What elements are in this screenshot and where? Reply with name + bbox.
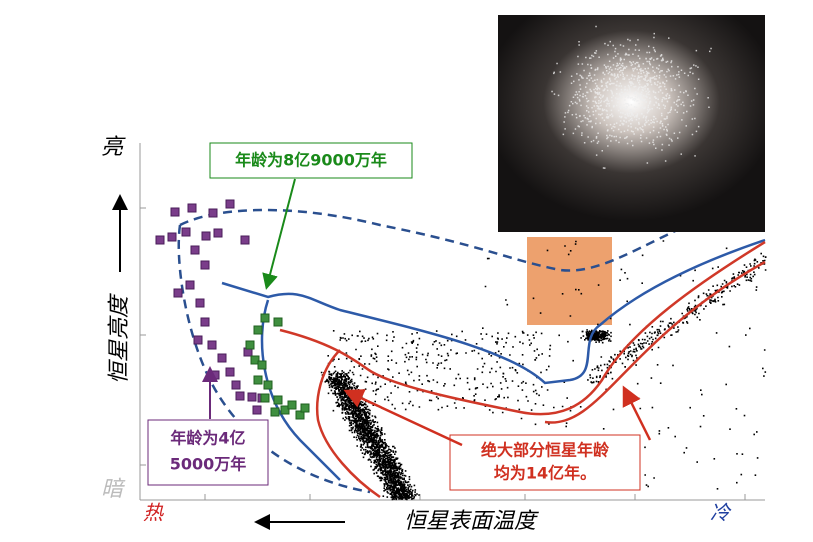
green-square [270, 407, 280, 417]
isochrone-blue [221, 238, 766, 385]
purple-square [225, 367, 235, 377]
purple-square [247, 392, 257, 402]
purple-annotation: 5000万年 [170, 455, 247, 474]
photo-star-dots [551, 25, 712, 169]
green-box [209, 142, 413, 179]
isochrone-dashed [179, 186, 766, 272]
isochrone-red [544, 260, 766, 424]
green-square [250, 355, 260, 365]
isochrone-dashed [177, 224, 371, 494]
red-box [449, 434, 641, 491]
purple-annotation: 年龄为4亿 [170, 429, 245, 448]
dim-label: 暗 [101, 477, 126, 502]
purple-square [181, 227, 191, 237]
green-square [253, 375, 263, 385]
bright-label: 亮 [101, 135, 126, 160]
axes [139, 143, 765, 501]
purple-square [240, 235, 250, 245]
purple-square [187, 203, 197, 213]
green-square [280, 405, 290, 415]
green-square [263, 380, 273, 390]
highlight-box [527, 237, 612, 325]
purple-square [173, 288, 183, 298]
purple-square [201, 231, 211, 241]
green-square [253, 325, 263, 335]
isochrone-red [279, 240, 766, 416]
purple-square [235, 391, 245, 401]
green-square [295, 410, 305, 420]
squares [155, 199, 310, 420]
purple-square [200, 317, 210, 327]
isochrones [177, 186, 766, 499]
cold-label: 冷 [710, 501, 732, 525]
red-arrow [343, 389, 463, 447]
purple-square [210, 370, 220, 380]
cluster-photo [498, 15, 765, 232]
red-annotation: 均为14亿年。 [494, 464, 596, 483]
purple-box [147, 419, 269, 486]
purple-square [193, 335, 203, 345]
purple-square [208, 208, 218, 218]
green-arrow [262, 178, 296, 290]
green-square [273, 317, 283, 327]
purple-square [167, 232, 177, 242]
purple-square [207, 340, 217, 350]
purple-square [217, 353, 227, 363]
green-square [273, 395, 283, 405]
red-annotation: 绝大部分恒星年龄 [481, 441, 610, 460]
photo-stars [551, 25, 712, 169]
purple-square [225, 199, 235, 209]
purple-square [213, 228, 223, 238]
green-square [257, 360, 267, 370]
green-square [260, 393, 270, 403]
green-square [287, 400, 297, 410]
purple-square [231, 380, 241, 390]
purple-square [190, 245, 200, 255]
x-title: 恒星表面温度 [404, 509, 539, 534]
green-square [245, 340, 255, 350]
isochrone-red [316, 349, 381, 499]
purple-square [155, 235, 165, 245]
y-title: 恒星亮度 [107, 293, 132, 384]
green-square [300, 403, 310, 413]
purple-square [252, 405, 262, 415]
green-annotation: 年龄为8亿9000万年 [235, 151, 387, 170]
ticks [140, 207, 746, 500]
green-square [260, 313, 270, 323]
purple-square [195, 298, 205, 308]
purple-square [200, 260, 210, 270]
hot-label: 热 [143, 501, 164, 525]
purple-square [170, 207, 180, 217]
purple-square [185, 280, 195, 290]
red-arrow [622, 385, 652, 441]
